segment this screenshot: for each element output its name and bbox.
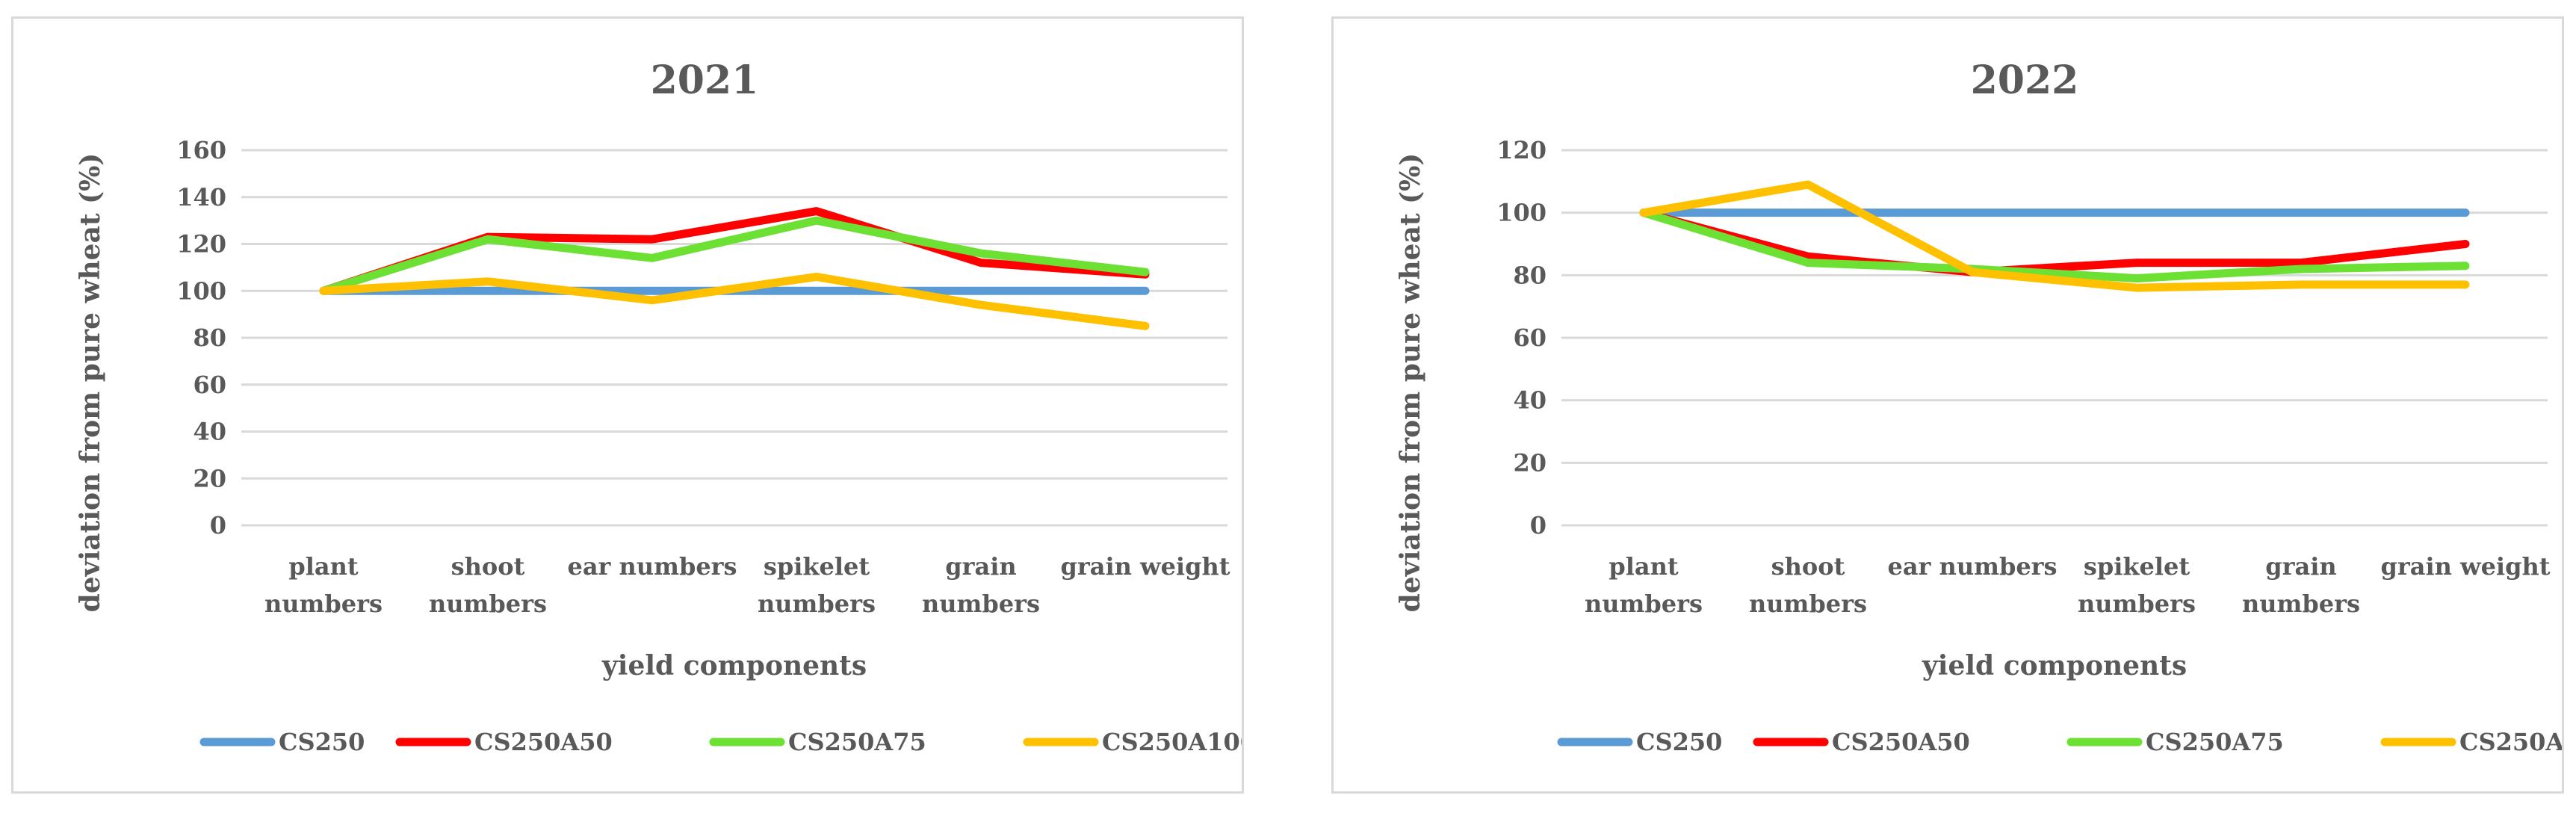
x-axis-title: yield components <box>1922 650 2187 681</box>
y-tick-label: 20 <box>1513 448 1546 477</box>
y-axis-title: deviation from pure wheat (%) <box>1395 153 1426 613</box>
y-axis-title: deviation from pure wheat (%) <box>75 153 106 613</box>
y-tick-label: 160 <box>176 136 226 164</box>
y-tick-label: 140 <box>176 183 226 211</box>
series-line-cs250a75 <box>319 216 1150 295</box>
legend-label: CS250 <box>279 728 365 756</box>
series-line-cs250a50 <box>1639 208 2470 276</box>
x-tick-label: plant <box>1609 552 1679 581</box>
y-tick-label: 40 <box>1513 386 1546 415</box>
x-tick-label: ear numbers <box>567 552 737 581</box>
x-tick-label: shoot <box>1771 552 1845 581</box>
chart-svg: 2022 0 20 40 60 80 100 120 plant numbers shoot numb… <box>1395 58 2562 756</box>
x-tick-label: numbers <box>264 590 383 618</box>
series-line-cs250a75 <box>1639 208 2470 283</box>
x-tick-label: numbers <box>1749 590 1867 618</box>
chart-2021-panel: 2021 0 20 40 60 80 100 120 140 160 plant numbers sho… <box>11 16 1244 794</box>
x-tick-label: numbers <box>758 590 876 618</box>
y-tick-label: 40 <box>193 418 226 446</box>
x-tick-label: grain <box>2265 552 2336 581</box>
y-tick-label: 120 <box>1496 136 1546 164</box>
x-tick-label: numbers <box>2242 590 2360 618</box>
y-tick-label: 0 <box>210 511 226 540</box>
x-axis-title: yield components <box>601 650 867 681</box>
x-tick-label: spikelet <box>764 552 870 581</box>
x-tick-label: plant <box>288 552 359 581</box>
x-tick-label: spikelet <box>2084 552 2190 581</box>
x-tick-label: numbers <box>2078 590 2196 618</box>
series-line-cs250a100 <box>1639 180 2470 292</box>
y-tick-label: 60 <box>193 371 226 399</box>
legend-label: CS250 <box>1636 728 1722 756</box>
x-tick-label: numbers <box>1585 590 1703 618</box>
x-tick-label: shoot <box>451 552 525 581</box>
legend-label: CS250A75 <box>2146 728 2284 756</box>
chart-2022-panel: 2022 0 20 40 60 80 100 120 plant numbers shoot numb… <box>1331 16 2564 794</box>
legend-label: CS250A75 <box>788 728 926 756</box>
legend-label: CS250A100 <box>2459 728 2562 756</box>
y-tick-label: 60 <box>1513 324 1546 352</box>
y-tick-label: 120 <box>176 230 226 259</box>
x-tick-label: grain weight <box>2380 552 2550 581</box>
y-tick-label: 20 <box>193 464 226 492</box>
chart-svg: 2021 0 20 40 60 80 100 120 140 160 plant numbers sho… <box>75 58 1242 756</box>
x-tick-label: grain weight <box>1060 552 1230 581</box>
legend-label: CS250A50 <box>474 728 613 756</box>
x-tick-label: numbers <box>429 590 547 618</box>
legend-label: CS250A50 <box>1832 728 1970 756</box>
x-tick-label: numbers <box>922 590 1040 618</box>
chart-title: 2021 <box>651 58 759 103</box>
x-tick-label: grain <box>945 552 1016 581</box>
y-tick-label: 0 <box>1530 511 1546 540</box>
y-tick-label: 100 <box>1496 199 1546 227</box>
y-tick-label: 80 <box>193 324 226 352</box>
chart-title: 2022 <box>1971 58 2079 103</box>
legend-label: CS250A100 <box>1102 728 1242 756</box>
y-tick-label: 100 <box>176 276 226 305</box>
x-tick-label: ear numbers <box>1887 552 2057 581</box>
series-line-cs250a100 <box>319 272 1150 330</box>
y-tick-label: 80 <box>1513 261 1546 289</box>
